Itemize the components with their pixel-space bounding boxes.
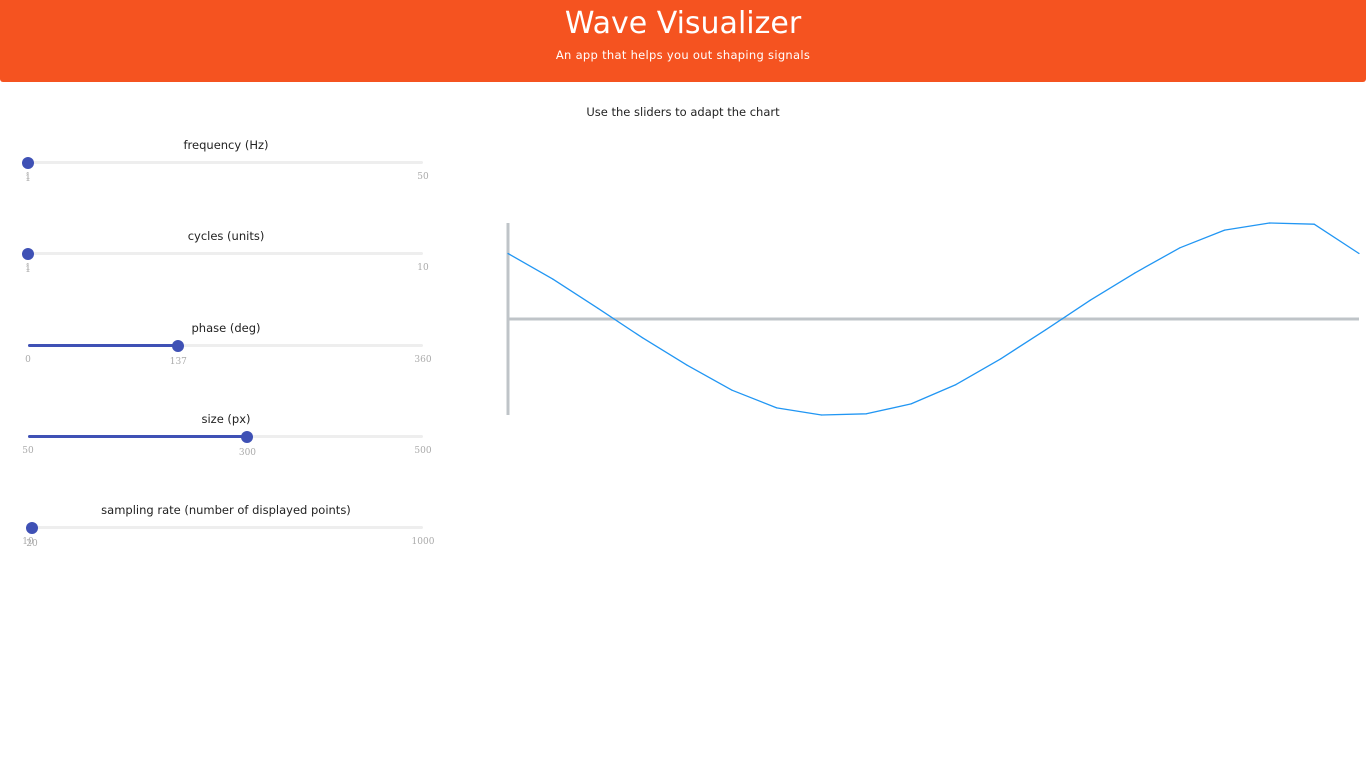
wave-point — [552, 278, 554, 280]
wave-point — [1268, 222, 1270, 224]
wave-point — [1179, 247, 1181, 249]
size-slider-group: size (px) 300 50 500 — [0, 411, 460, 491]
sampling-rate-slider-track[interactable]: 20 — [25, 521, 423, 549]
instructions-text: Use the sliders to adapt the chart — [586, 105, 780, 119]
wave-point — [1313, 223, 1315, 225]
wave-point — [1358, 252, 1360, 255]
wave-point — [731, 389, 733, 391]
size-slider-fill — [28, 435, 248, 438]
wave-point — [1044, 329, 1047, 331]
frequency-slider-label: frequency (Hz) — [183, 138, 269, 152]
cycles-slider-track[interactable]: 1 — [22, 247, 423, 275]
cycles-slider-max: 10 — [417, 263, 429, 273]
phase-slider-value: 137 — [169, 357, 187, 367]
phase-slider-fill — [28, 344, 179, 347]
wave-point — [507, 252, 509, 255]
wave-point — [597, 307, 599, 309]
app-subtitle: An app that helps you out shaping signal… — [555, 48, 811, 62]
wave-point — [910, 403, 912, 405]
phase-slider-track[interactable]: 137 — [28, 339, 423, 367]
cycles-slider-label: cycles (units) — [187, 229, 265, 243]
frequency-slider-value: 1 — [25, 174, 31, 184]
phase-slider-label: phase (deg) — [191, 321, 261, 335]
size-slider-max: 500 — [414, 446, 432, 456]
wave-chart-svg — [506, 222, 1360, 416]
wave-point — [776, 407, 778, 409]
wave-point — [686, 364, 688, 366]
wave-point — [1000, 358, 1002, 360]
wave-point — [820, 414, 823, 416]
phase-slider-min: 0 — [25, 355, 31, 365]
size-slider-label: size (px) — [201, 412, 251, 426]
cycles-slider-min: 1 — [25, 263, 31, 273]
frequency-slider-thumb[interactable] — [22, 156, 34, 169]
sampling-rate-slider-min: 10 — [22, 537, 34, 547]
frequency-slider-max: 50 — [417, 172, 429, 182]
wave-point — [865, 413, 867, 415]
size-slider-track[interactable]: 300 — [28, 430, 423, 458]
cycles-slider-thumb[interactable] — [22, 247, 34, 260]
phase-slider-thumb[interactable] — [172, 339, 185, 352]
wave-point — [641, 337, 643, 339]
slider-panel: frequency (Hz) 1 1 50 cycles (units) 1 1… — [0, 0, 460, 768]
app-title: Wave Visualizer — [564, 6, 802, 41]
frequency-slider-group: frequency (Hz) 1 1 50 — [0, 137, 460, 217]
wave-point — [1224, 229, 1226, 231]
sampling-rate-slider-value: 20 — [26, 539, 38, 549]
wave-point — [1134, 272, 1136, 274]
size-slider-value: 300 — [238, 448, 257, 458]
size-slider-thumb[interactable] — [241, 430, 254, 443]
wave-line-series-0 — [507, 222, 1360, 416]
sampling-rate-slider-thumb[interactable] — [25, 521, 38, 534]
wave-point — [955, 384, 957, 386]
cycles-slider-group: cycles (units) 1 1 10 — [0, 228, 460, 308]
cycles-slider-value: 1 — [25, 265, 31, 275]
wave-point — [1089, 299, 1091, 301]
sampling-rate-slider-label: sampling rate (number of displayed point… — [101, 503, 351, 517]
size-slider-min: 50 — [22, 446, 34, 456]
wave-chart — [460, 130, 1366, 460]
frequency-slider-track[interactable]: 1 — [22, 156, 423, 184]
app-header: Wave Visualizer An app that helps you ou… — [0, 0, 1366, 82]
sampling-rate-slider-group: sampling rate (number of displayed point… — [0, 502, 460, 582]
phase-slider-group: phase (deg) 137 0 360 — [0, 320, 460, 400]
frequency-slider-min: 1 — [25, 172, 31, 182]
phase-slider-max: 360 — [414, 355, 432, 365]
sampling-rate-slider-max: 1000 — [411, 537, 435, 547]
